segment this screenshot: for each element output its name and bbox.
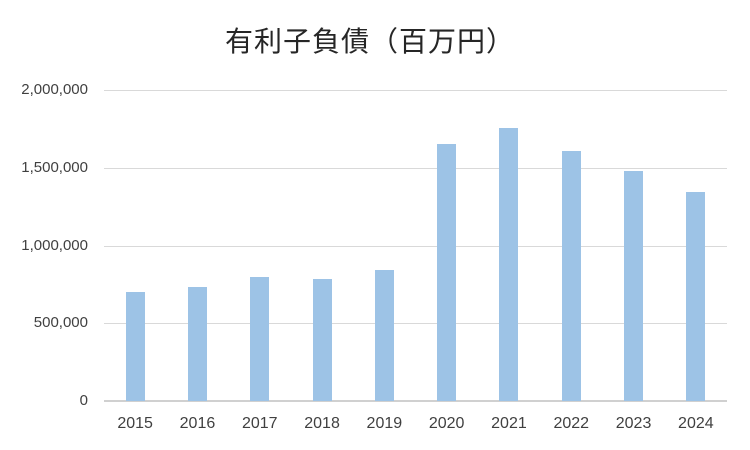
x-tick-label-2019: 2019 bbox=[366, 415, 403, 432]
x-tick-label-2021: 2021 bbox=[491, 415, 527, 432]
y-tick-label-500000: 500,000 bbox=[33, 314, 88, 332]
gridline-1000000 bbox=[104, 245, 727, 247]
y-tick-label-1000000: 1,000,000 bbox=[21, 236, 88, 254]
x-tick-label-2018: 2018 bbox=[304, 415, 340, 432]
bar-2021 bbox=[499, 128, 519, 401]
y-tick-label-2000000: 2,000,000 bbox=[21, 81, 88, 98]
gridline-500000 bbox=[104, 323, 727, 325]
x-tick-label-2017: 2017 bbox=[241, 415, 278, 432]
bar-2023 bbox=[624, 171, 644, 401]
x-tick-label-2024: 2024 bbox=[678, 415, 714, 432]
bar-2022 bbox=[561, 151, 581, 401]
y-tick-label-0: 0 bbox=[79, 392, 88, 409]
x-tick-label-2015: 2015 bbox=[117, 415, 153, 432]
bar-2015 bbox=[125, 292, 145, 401]
bar-2020 bbox=[437, 144, 457, 401]
bar-2018 bbox=[312, 279, 332, 401]
x-tick-label-2020: 2020 bbox=[428, 415, 465, 432]
x-tick-label-2022: 2022 bbox=[553, 415, 590, 432]
x-tick-label-2016: 2016 bbox=[179, 415, 216, 432]
y-tick-label-1500000: 1,500,000 bbox=[21, 158, 88, 176]
x-tick-label-2023: 2023 bbox=[615, 415, 652, 432]
bar-2024 bbox=[686, 192, 706, 401]
bar-2016 bbox=[187, 287, 207, 401]
bar-2017 bbox=[250, 277, 270, 401]
plot-area bbox=[104, 90, 727, 402]
gridline-1500000 bbox=[104, 167, 727, 169]
chart-title: 有利子負債（百万円） bbox=[224, 26, 515, 57]
gridline-2000000 bbox=[104, 90, 727, 91]
bar-2019 bbox=[374, 270, 394, 401]
x-axis-line bbox=[104, 400, 727, 402]
